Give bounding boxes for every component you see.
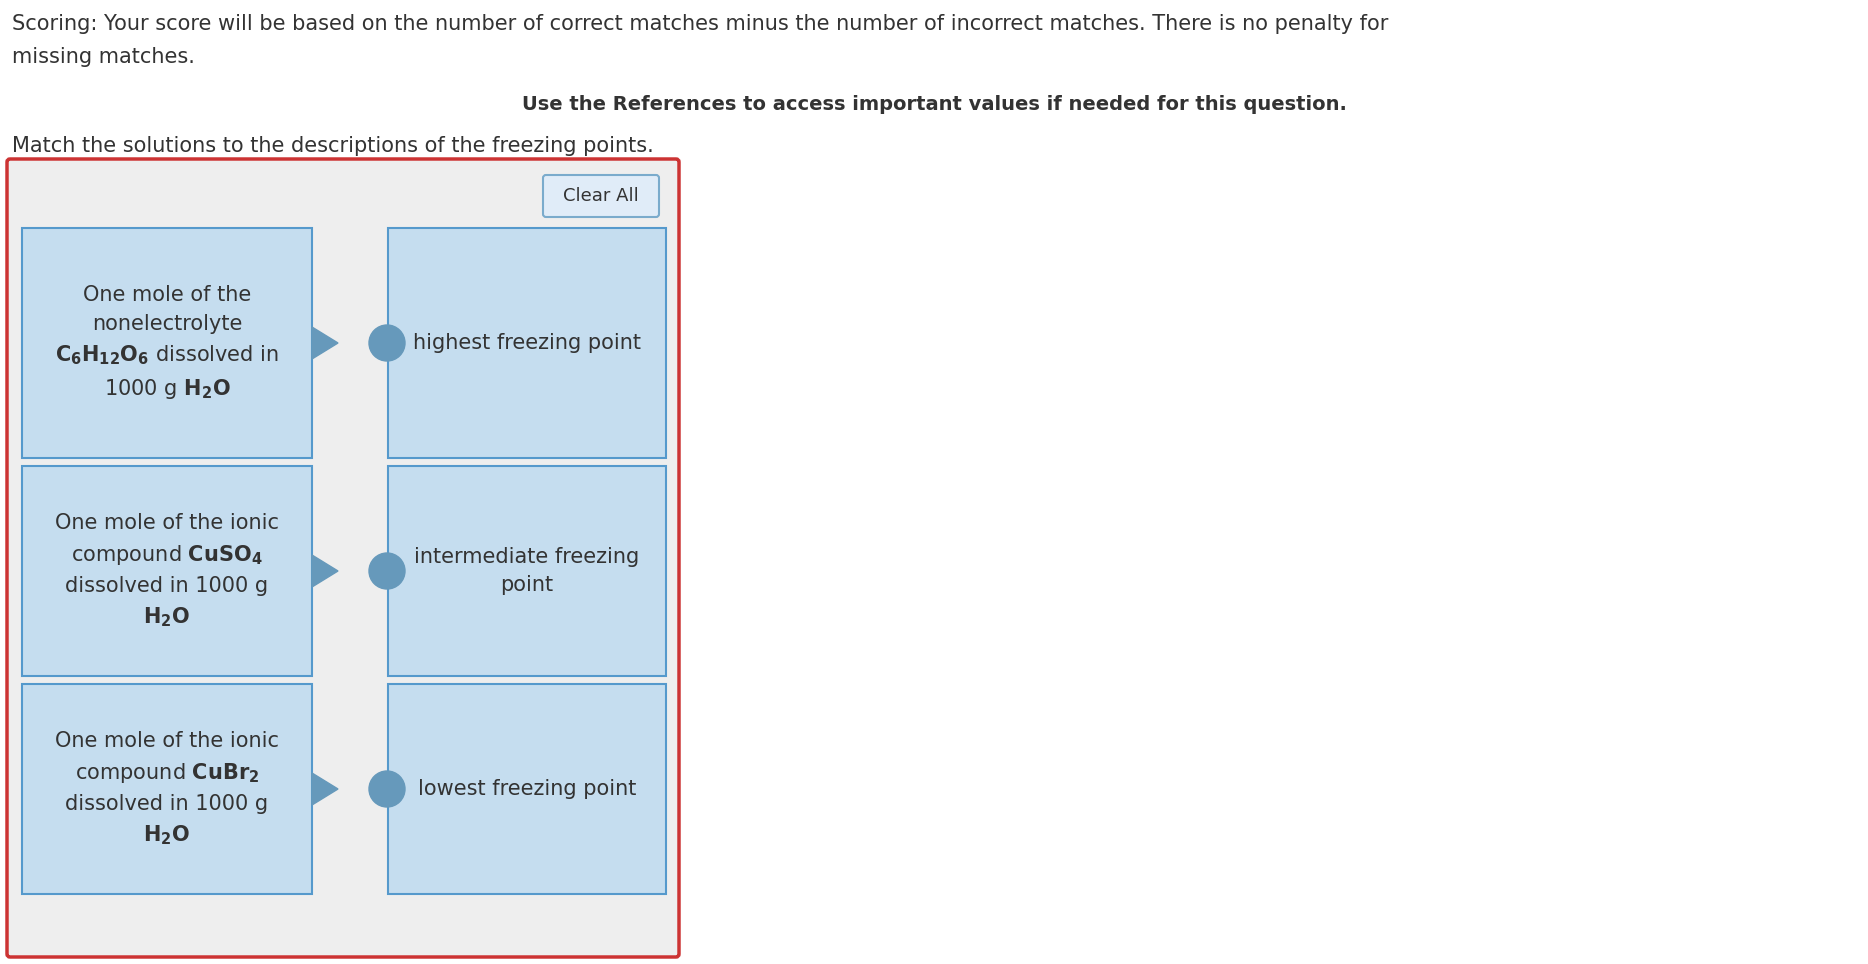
Text: Match the solutions to the descriptions of the freezing points.: Match the solutions to the descriptions … [11,136,654,156]
Text: highest freezing point: highest freezing point [413,333,641,353]
FancyBboxPatch shape [22,684,312,894]
FancyBboxPatch shape [389,684,667,894]
Circle shape [370,553,405,589]
Polygon shape [312,327,338,359]
Text: Scoring: Your score will be based on the number of correct matches minus the num: Scoring: Your score will be based on the… [11,14,1388,67]
Polygon shape [312,773,338,805]
Circle shape [370,325,405,361]
Text: lowest freezing point: lowest freezing point [418,779,637,799]
Text: intermediate freezing
point: intermediate freezing point [415,547,639,596]
FancyBboxPatch shape [22,466,312,676]
Polygon shape [312,555,338,587]
FancyBboxPatch shape [22,228,312,458]
Text: One mole of the ionic
compound $\mathbf{CuSO_4}$
dissolved in 1000 g
$\mathbf{H_: One mole of the ionic compound $\mathbf{… [54,513,278,629]
Circle shape [370,771,405,807]
Text: One mole of the ionic
compound $\mathbf{CuBr_2}$
dissolved in 1000 g
$\mathbf{H_: One mole of the ionic compound $\mathbf{… [54,731,278,847]
FancyBboxPatch shape [389,228,667,458]
FancyBboxPatch shape [389,466,667,676]
Text: One mole of the
nonelectrolyte
$\mathbf{C_6H_{12}O_6}$ dissolved in
1000 g $\mat: One mole of the nonelectrolyte $\mathbf{… [54,285,278,401]
FancyBboxPatch shape [544,175,659,217]
Text: Clear All: Clear All [562,187,639,205]
Text: Use the References to access important values if needed for this question.: Use the References to access important v… [521,95,1347,114]
FancyBboxPatch shape [7,159,678,957]
